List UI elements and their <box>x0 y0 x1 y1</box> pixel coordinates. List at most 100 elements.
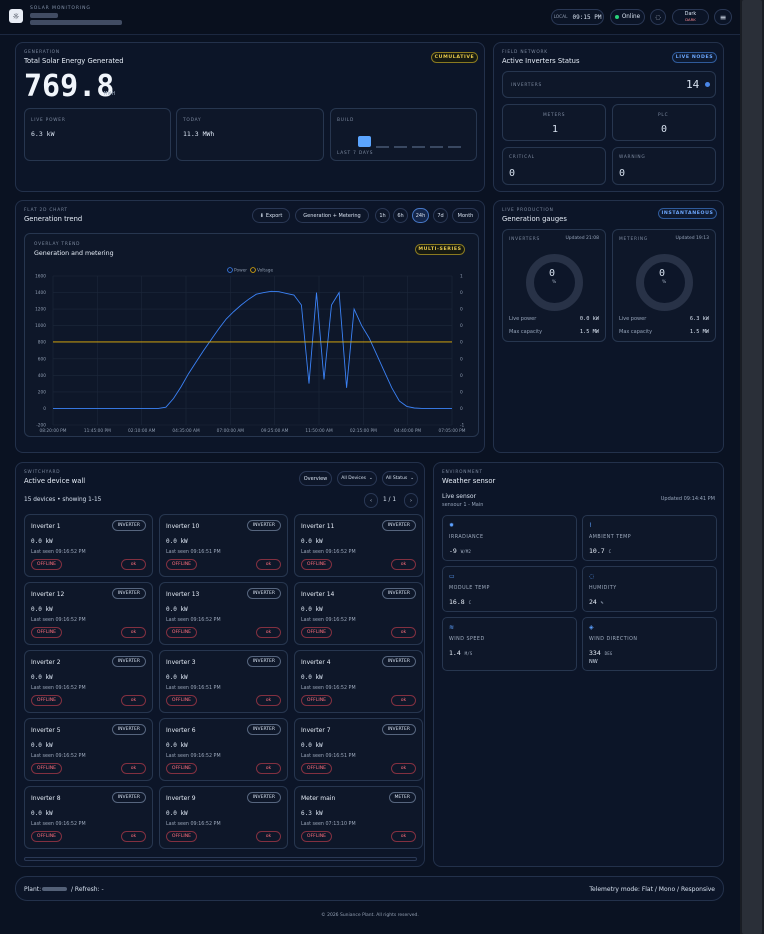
device-card[interactable]: Inverter 7 INVERTER 0.0 kW Last seen 09:… <box>294 718 423 781</box>
offline-status-badge: OFFLINE <box>31 831 62 842</box>
theme-toggle[interactable]: Dark DARK <box>672 9 709 25</box>
device-last-seen: Last seen 09:16:51 PM <box>301 754 356 759</box>
ok-badge: ok <box>391 695 416 706</box>
y2-tick-label: 0 <box>460 323 463 329</box>
device-card[interactable]: Inverter 3 INVERTER 0.0 kW Last seen 09:… <box>159 650 288 713</box>
total-energy-value: 769.8 <box>24 69 115 104</box>
warning-card: WARNING 0 <box>612 147 716 185</box>
range-1h[interactable]: 1h <box>375 208 390 223</box>
ok-badge: ok <box>121 627 146 638</box>
status-filter-select[interactable]: All Status ⌄ <box>382 471 418 486</box>
device-name: Inverter 2 <box>31 659 61 666</box>
ok-badge: ok <box>256 695 281 706</box>
device-filter-select[interactable]: All Devices ⌄ <box>337 471 377 486</box>
range-month[interactable]: Month <box>452 208 479 223</box>
x-tick-label: 04:35:00 AM <box>172 428 200 434</box>
device-name: Inverter 6 <box>166 727 196 734</box>
weather-card: ◌ HUMIDITY 24 % <box>582 566 717 612</box>
cumulative-badge: CUMULATIVE <box>431 52 478 63</box>
inverters-count-card: INVERTERS 14 <box>502 71 716 98</box>
device-name: Inverter 10 <box>166 523 200 530</box>
device-last-seen: Last seen 09:16:52 PM <box>166 754 221 759</box>
device-last-seen: Last seen 07:13:10 PM <box>301 822 356 827</box>
build-bar-4 <box>412 146 425 148</box>
weather-value: 10.7 C <box>589 547 612 555</box>
weather-card: ≋ WIND SPEED 1.4 M/S <box>442 617 577 671</box>
power-series-line <box>53 290 452 409</box>
x-tick-label: 02:15:00 PM <box>350 428 377 434</box>
offline-status-badge: OFFLINE <box>166 831 197 842</box>
export-button[interactable]: ⬇ Export <box>252 208 290 223</box>
device-wall-panel: SWITCHYARD Active device wall Overview A… <box>15 462 425 867</box>
device-power: 0.0 kW <box>166 538 188 545</box>
device-type-badge: INVERTER <box>111 792 146 803</box>
live-power-card: LIVE POWER 6.3 kW <box>24 108 171 161</box>
copyright: © 2026 Suniance Plant. All rights reserv… <box>321 913 419 918</box>
device-last-seen: Last seen 09:16:52 PM <box>166 618 221 623</box>
device-card[interactable]: Inverter 2 INVERTER 0.0 kW Last seen 09:… <box>24 650 153 713</box>
previous-page-button[interactable]: ‹ <box>364 493 378 508</box>
device-card[interactable]: Inverter 6 INVERTER 0.0 kW Last seen 09:… <box>159 718 288 781</box>
weather-value: 1.4 M/S <box>449 649 473 657</box>
device-name: Inverter 13 <box>166 591 200 598</box>
offline-status-badge: OFFLINE <box>31 763 62 774</box>
range-7d[interactable]: 7d <box>433 208 448 223</box>
device-power: 0.0 kW <box>166 742 188 749</box>
device-last-seen: Last seen 09:16:51 PM <box>166 550 221 555</box>
device-power: 0.0 kW <box>31 606 53 613</box>
offline-status-badge: OFFLINE <box>31 695 62 706</box>
device-card[interactable]: Inverter 14 INVERTER 0.0 kW Last seen 09… <box>294 582 423 645</box>
build-bar-6 <box>448 146 461 148</box>
device-power: 0.0 kW <box>301 606 323 613</box>
local-time-pill: LOCAL 09:15 PM <box>551 9 604 25</box>
metering-gauge-card: METERING Updated 19:13 0% Live power 6.3 k… <box>612 229 716 342</box>
ok-badge: ok <box>121 763 146 774</box>
total-energy-unit: MWH <box>104 91 116 97</box>
device-card[interactable]: Inverter 4 INVERTER 0.0 kW Last seen 09:… <box>294 650 423 713</box>
weather-label: AMBIENT TEMP <box>589 535 632 540</box>
range-6h[interactable]: 6h <box>393 208 408 223</box>
page-scroll-thumb[interactable] <box>742 0 762 934</box>
device-card[interactable]: Inverter 12 INVERTER 0.0 kW Last seen 09… <box>24 582 153 645</box>
device-scrollbar[interactable] <box>24 857 417 861</box>
wind-icon: ≋ <box>449 624 455 631</box>
device-card[interactable]: Inverter 11 INVERTER 0.0 kW Last seen 09… <box>294 514 423 577</box>
device-power: 0.0 kW <box>31 810 53 817</box>
device-card[interactable]: Inverter 9 INVERTER 0.0 kW Last seen 09:… <box>159 786 288 849</box>
weather-label: MODULE TEMP <box>449 586 490 591</box>
notification-icon[interactable]: ◌ <box>650 9 666 25</box>
y2-tick-label: 0 <box>460 307 463 313</box>
legend-voltage-marker <box>250 267 256 273</box>
device-type-badge: INVERTER <box>111 656 146 667</box>
device-last-seen: Last seen 09:16:52 PM <box>31 686 86 691</box>
overview-button[interactable]: Overview <box>299 471 332 486</box>
chart-mode-select[interactable]: Generation + Metering <box>295 208 369 223</box>
device-card[interactable]: Meter main METER 6.3 kW Last seen 07:13:… <box>294 786 423 849</box>
critical-card: CRITICAL 0 <box>502 147 606 185</box>
y-tick-label: 1600 <box>35 274 46 280</box>
weather-label: IRRADIANCE <box>449 535 484 540</box>
device-card[interactable]: Inverter 5 INVERTER 0.0 kW Last seen 09:… <box>24 718 153 781</box>
menu-icon[interactable]: ≡ <box>714 9 732 25</box>
device-type-badge: INVERTER <box>111 724 146 735</box>
device-name: Inverter 8 <box>31 795 61 802</box>
device-card[interactable]: Inverter 8 INVERTER 0.0 kW Last seen 09:… <box>24 786 153 849</box>
range-24h[interactable]: 24h <box>412 208 429 223</box>
weather-value: 334 DEG <box>589 649 613 657</box>
device-card[interactable]: Inverter 10 INVERTER 0.0 kW Last seen 09… <box>159 514 288 577</box>
generation-chart: 1600 1 1400 0 1200 0 1000 0 800 0 600 0 400 0 200 0 0 0 -2… <box>35 267 466 434</box>
droplet-icon: ◌ <box>589 573 595 580</box>
next-page-button[interactable]: › <box>404 493 418 508</box>
device-type-badge: INVERTER <box>381 520 416 531</box>
device-card[interactable]: Inverter 1 INVERTER 0.0 kW Last seen 09:… <box>24 514 153 577</box>
x-tick-label: 07:05:00 PM <box>439 428 466 434</box>
device-type-badge: INVERTER <box>381 588 416 599</box>
device-type-badge: INVERTER <box>246 520 281 531</box>
device-type-badge: INVERTER <box>246 588 281 599</box>
ok-badge: ok <box>256 559 281 570</box>
device-card[interactable]: Inverter 13 INVERTER 0.0 kW Last seen 09… <box>159 582 288 645</box>
offline-status-badge: OFFLINE <box>166 627 197 638</box>
device-type-badge: INVERTER <box>111 588 146 599</box>
weather-value: 24 % <box>589 598 604 606</box>
y-tick-label: 400 <box>38 373 46 379</box>
